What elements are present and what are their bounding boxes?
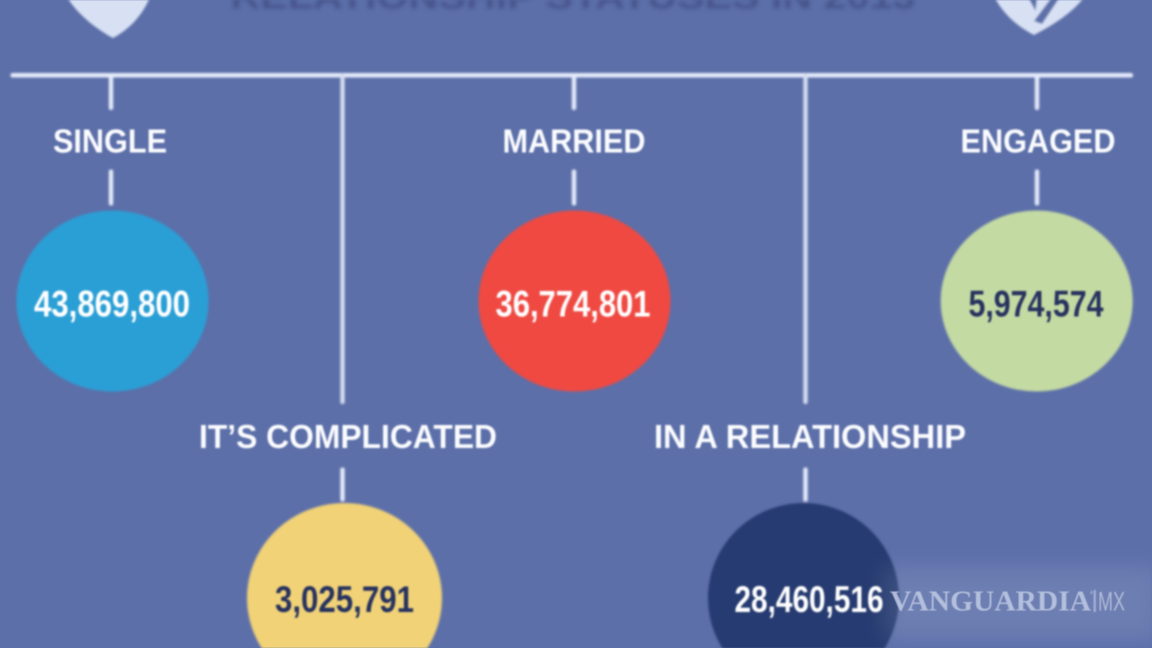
svg-text:ENGAGED: ENGAGED bbox=[961, 124, 1116, 161]
svg-text:5,974,574: 5,974,574 bbox=[969, 284, 1104, 325]
svg-text:SINGLE: SINGLE bbox=[53, 124, 167, 161]
svg-text:43,869,800: 43,869,800 bbox=[34, 284, 190, 325]
svg-text:28,460,516: 28,460,516 bbox=[735, 579, 884, 620]
svg-text:IT’S COMPLICATED: IT’S COMPLICATED bbox=[199, 419, 497, 456]
svg-text:3,025,791: 3,025,791 bbox=[275, 579, 414, 620]
svg-text:IN A RELATIONSHIP: IN A RELATIONSHIP bbox=[654, 419, 966, 456]
svg-text:MARRIED: MARRIED bbox=[503, 124, 646, 161]
svg-text:VANGUARDIA: VANGUARDIA bbox=[890, 587, 1092, 618]
svg-text:36,774,801: 36,774,801 bbox=[496, 284, 651, 325]
svg-text:RELATIONSHIP STATUSES IN 2013: RELATIONSHIP STATUSES IN 2013 bbox=[231, 0, 916, 17]
svg-text:MX: MX bbox=[1098, 587, 1125, 617]
